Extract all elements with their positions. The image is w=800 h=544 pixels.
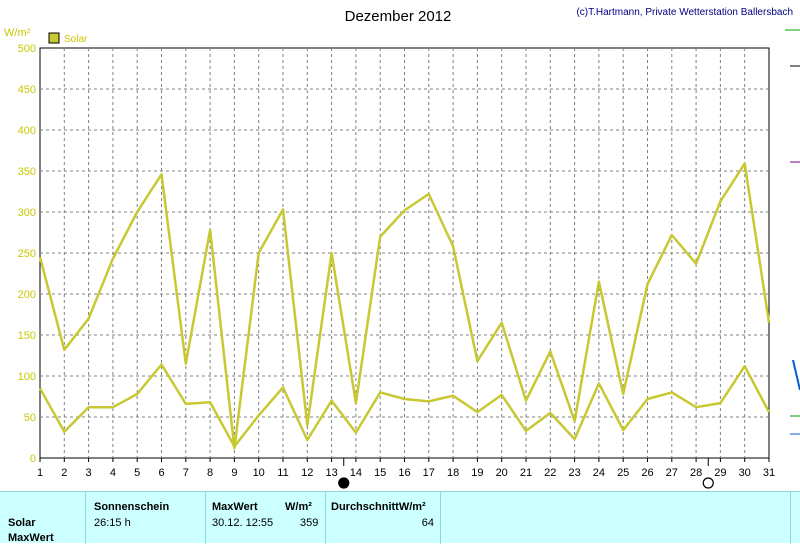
x-tick-label: 30 [739, 467, 751, 479]
series-line-1 [38, 162, 771, 450]
x-tick-label: 19 [471, 467, 483, 479]
sonnenschein-value: 26:15 h [94, 517, 131, 529]
x-tick-label: 14 [350, 467, 362, 479]
row-label-solar: Solar [8, 517, 36, 529]
y-tick-label: 100 [18, 371, 36, 383]
y-tick-label: 350 [18, 166, 36, 178]
col-header-maxwert: MaxWert [212, 501, 258, 513]
x-tick-label: 16 [398, 467, 410, 479]
x-tick-label: 4 [110, 467, 116, 479]
maxwert-date: 30.12. 12:55 [212, 517, 274, 529]
x-tick-label: 25 [617, 467, 629, 479]
right-edge-decor [785, 29, 800, 435]
x-tick-label: 11 [277, 467, 288, 479]
col-header-durchschnitt: DurchschnittW/m² [331, 501, 426, 513]
x-tick-label: 26 [641, 467, 653, 479]
y-tick-label: 200 [18, 289, 36, 301]
y-tick-label: 150 [18, 330, 36, 342]
full-moon-icon [702, 477, 714, 489]
x-tick-label: 3 [86, 467, 92, 479]
x-tick-label: 22 [544, 467, 556, 479]
x-tick-label: 6 [158, 467, 164, 479]
y-tick-label: 450 [18, 84, 36, 96]
chart-title: Dezember 2012 [345, 8, 452, 25]
x-tick-label: 24 [593, 467, 605, 479]
x-tick-label: 10 [253, 467, 265, 479]
x-tick-label: 20 [496, 467, 508, 479]
legend-label: Solar [64, 34, 88, 45]
x-tick-label: 9 [231, 467, 237, 479]
x-tick-label: 5 [134, 467, 140, 479]
y-axis-unit: W/m² [4, 27, 31, 39]
x-tick-label: 15 [374, 467, 386, 479]
x-tick-label: 29 [714, 467, 726, 479]
col-header-maxwert-unit: W/m² [285, 501, 312, 513]
x-tick-label: 12 [301, 467, 313, 479]
y-tick-label: 0 [30, 453, 36, 465]
durchschnitt-value: 64 [421, 517, 434, 529]
y-tick-label: 300 [18, 207, 36, 219]
y-tick-label: 50 [24, 412, 36, 424]
x-tick-label: 27 [666, 467, 678, 479]
y-tick-label: 500 [18, 43, 36, 55]
y-tick-label: 400 [18, 125, 36, 137]
col-header-sonnenschein: Sonnenschein [94, 501, 170, 513]
series-line-2 [38, 363, 771, 448]
x-tick-label: 23 [568, 467, 580, 479]
x-tick-label: 1 [37, 467, 43, 479]
x-tick-label: 7 [183, 467, 189, 479]
x-tick-label: 31 [763, 467, 775, 479]
statistics-table: Sonnenschein MaxWert W/m² DurchschnittW/… [0, 491, 800, 544]
x-tick-label: 17 [423, 467, 435, 479]
x-tick-label: 13 [325, 467, 337, 479]
row-label-maxwert: MaxWert [8, 532, 54, 544]
legend: Solar [48, 32, 88, 45]
x-tick-label: 18 [447, 467, 459, 479]
x-tick-label: 28 [690, 467, 702, 479]
x-tick-label: 21 [520, 467, 532, 479]
chart-credit: (c)T.Hartmann, Private Wetterstation Bal… [576, 7, 793, 18]
maxwert-value: 359 [300, 517, 319, 529]
chart: Dezember 2012 (c)T.Hartmann, Private Wet… [4, 7, 800, 489]
x-tick-label: 8 [207, 467, 213, 479]
new-moon-icon [338, 477, 350, 489]
x-tick-label: 2 [61, 467, 67, 479]
legend-swatch [48, 32, 60, 44]
y-tick-label: 250 [18, 248, 36, 260]
